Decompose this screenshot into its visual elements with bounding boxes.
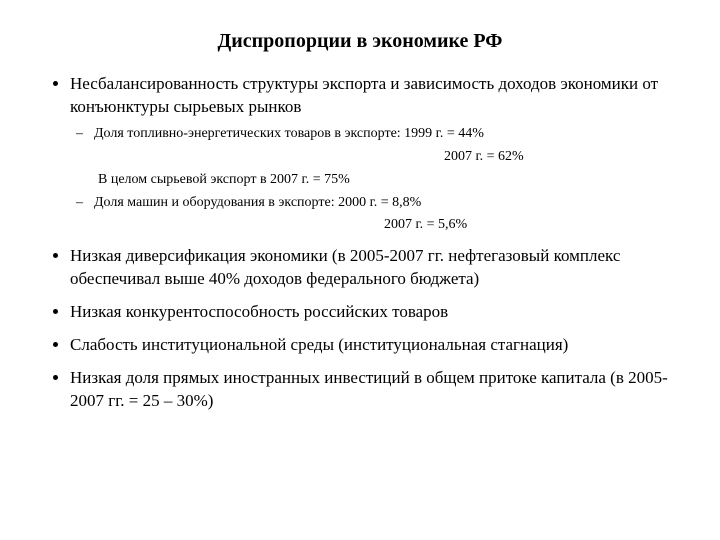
sub-list-1: Доля топливно-энергетических товаров в э…: [70, 125, 680, 235]
sub-item-1: Доля топливно-энергетических товаров в э…: [94, 125, 680, 144]
bullet-item-4: Слабость институциональной среды (инстит…: [70, 334, 680, 357]
bullet-item-1: Несбалансированность структуры экспорта …: [70, 73, 680, 235]
bullet-item-3: Низкая конкурентоспособность российских …: [70, 301, 680, 324]
bullet-item-5: Низкая доля прямых иностранных инвестици…: [70, 367, 680, 413]
sub-item-2: 2007 г. = 62%: [94, 148, 680, 167]
bullet-item-2: Низкая диверсификация экономики (в 2005-…: [70, 245, 680, 291]
sub-item-5: 2007 г. = 5,6%: [94, 216, 680, 235]
bullet-text-1: Несбалансированность структуры экспорта …: [70, 74, 658, 116]
sub-item-4: Доля машин и оборудования в экспорте: 20…: [94, 194, 680, 213]
main-bullet-list: Несбалансированность структуры экспорта …: [40, 73, 680, 413]
slide-title: Диспропорции в экономике РФ: [40, 30, 680, 53]
sub-item-3: В целом сырьевой экспорт в 2007 г. = 75%: [98, 171, 680, 190]
